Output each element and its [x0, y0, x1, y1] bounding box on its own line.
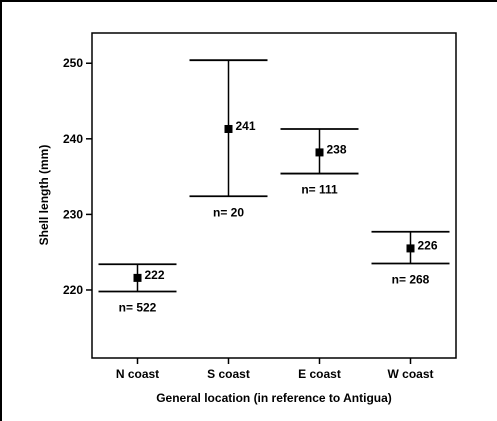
n-label: n= 268 — [392, 273, 430, 287]
mean-marker — [133, 273, 142, 282]
x-tick-label: N coast — [116, 367, 159, 381]
y-axis: 220 230 240 250 — [63, 56, 92, 297]
x-tick-label: E coast — [298, 367, 341, 381]
mean-label: 241 — [236, 119, 256, 133]
x-axis-title: General location (in reference to Antigu… — [156, 391, 392, 405]
y-tick-label: 250 — [63, 56, 83, 70]
n-label: n= 111 — [301, 183, 338, 197]
n-label: n= 20 — [213, 205, 244, 219]
plot-area — [91, 32, 457, 359]
y-tick-label: 220 — [63, 283, 83, 297]
x-tick-label: W coast — [387, 367, 433, 381]
y-tick-label: 230 — [63, 207, 83, 221]
series-marks: 222 n= 522 241 n= 20 238 n= 111 226 n= 268 — [98, 59, 450, 314]
mean-marker — [224, 124, 233, 133]
y-tick-label: 240 — [63, 132, 83, 146]
mean-marker — [315, 148, 324, 157]
x-tick-label: S coast — [207, 367, 250, 381]
mean-label: 226 — [418, 238, 438, 252]
mean-label: 222 — [145, 268, 165, 282]
x-axis: N coast S coast E coast W coast — [116, 358, 434, 381]
mean-marker — [406, 244, 415, 253]
n-label: n= 522 — [119, 300, 157, 314]
mean-label: 238 — [327, 142, 347, 156]
y-axis-title: Shell length (mm) — [37, 145, 51, 246]
